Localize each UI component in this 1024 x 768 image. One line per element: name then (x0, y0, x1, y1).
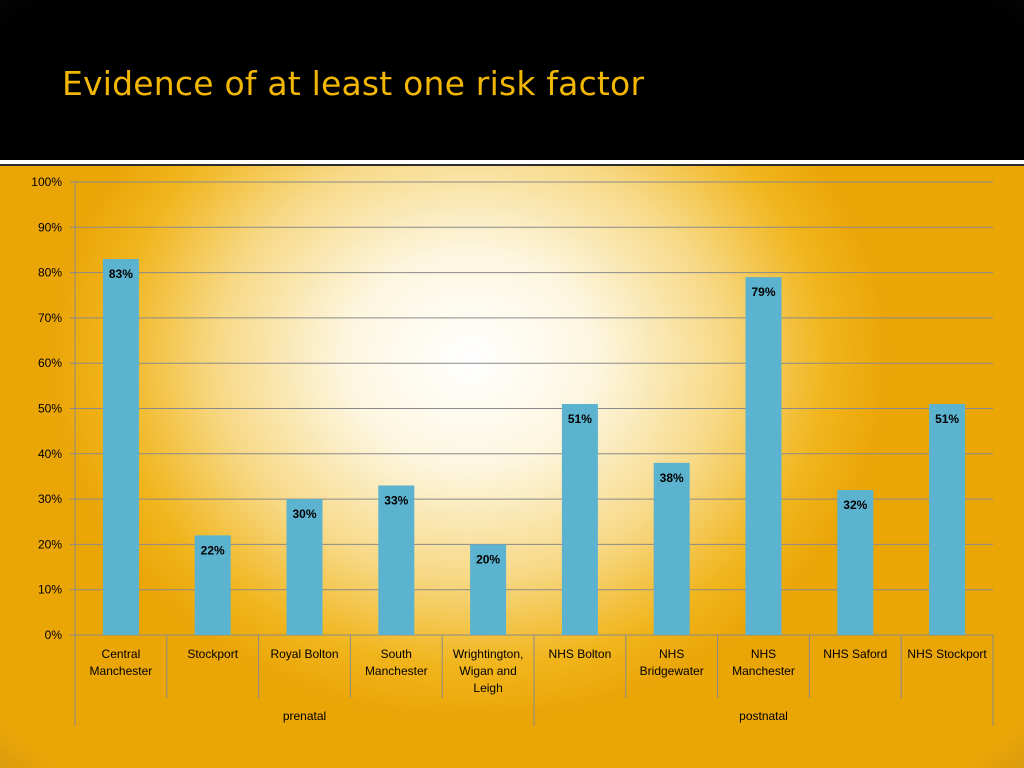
category-labels: Central Manchester Stockport Royal Bolton So… (90, 647, 988, 723)
group-label: prenatal (283, 709, 326, 723)
x-tick-label: NHS (659, 647, 684, 661)
bar (929, 403, 966, 635)
y-tick-label: 30% (38, 492, 62, 506)
x-tick-label: NHS Stockport (907, 647, 987, 661)
x-tick-label: Royal Bolton (270, 647, 338, 661)
x-tick-label: NHS (751, 647, 776, 661)
x-tick-label: NHS Saford (823, 647, 887, 661)
x-tick-label: Wigan and (459, 664, 516, 678)
x-tick-label: Leigh (473, 681, 502, 695)
bar (378, 485, 415, 635)
x-tick-label: Central (102, 647, 141, 661)
bars (102, 259, 966, 635)
x-tick-label: South (381, 647, 412, 661)
y-tick-label: 10% (38, 583, 62, 597)
y-tick-label: 90% (38, 220, 62, 234)
x-tick-label: NHS Bolton (549, 647, 612, 661)
x-tick-label: Manchester (732, 664, 795, 678)
data-label: 38% (660, 471, 684, 485)
bar (102, 259, 139, 635)
data-label: 51% (935, 412, 959, 426)
bar (745, 277, 782, 635)
y-tick-label: 40% (38, 447, 62, 461)
x-tick-label: Wrightington, (453, 647, 523, 661)
y-tick-label: 60% (38, 356, 62, 370)
data-label: 33% (384, 494, 408, 508)
bar (561, 403, 598, 635)
data-label: 30% (292, 507, 316, 521)
axes: 0% 10% 20% 30% 40% 50% 60% 70% 80% 90% 100% (31, 175, 994, 726)
data-label: 20% (476, 552, 500, 566)
y-tick-label: 20% (38, 537, 62, 551)
data-label: 83% (109, 267, 133, 281)
y-tick-label: 80% (38, 266, 62, 280)
x-tick-label: Manchester (365, 664, 428, 678)
y-tick-label: 0% (45, 628, 63, 642)
data-label: 79% (751, 285, 775, 299)
x-tick-label: Stockport (187, 647, 238, 661)
y-tick-label: 50% (38, 402, 62, 416)
data-labels: 83% 22% 30% 33% 20% 51% 38% 79% 32% 51% (109, 267, 960, 566)
x-tick-label: Bridgewater (640, 664, 704, 678)
group-label: postnatal (739, 709, 788, 723)
bar (653, 462, 690, 635)
y-tick-label: 70% (38, 311, 62, 325)
data-label: 32% (843, 498, 867, 512)
data-label: 22% (201, 543, 225, 557)
data-label: 51% (568, 412, 592, 426)
x-tick-label: Manchester (90, 664, 153, 678)
y-tick-label: 100% (31, 175, 62, 189)
